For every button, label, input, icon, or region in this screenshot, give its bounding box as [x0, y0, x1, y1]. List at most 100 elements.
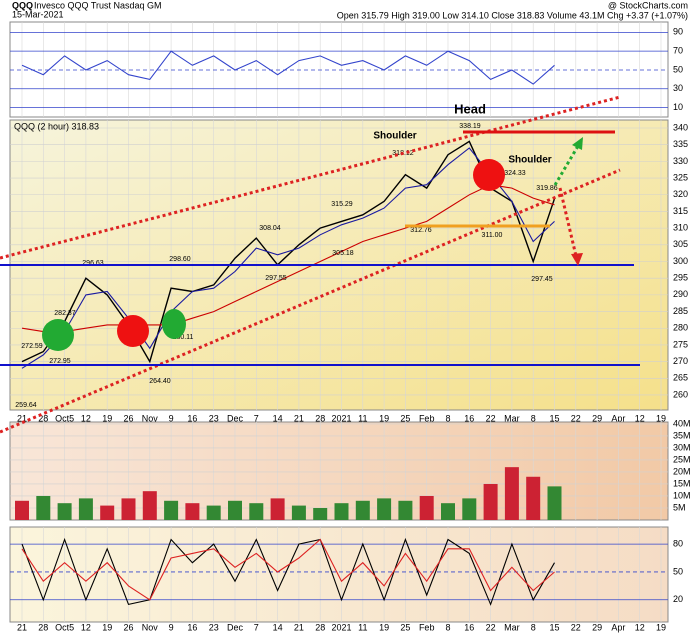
price-label: 338.19: [459, 123, 481, 130]
security-name: Invesco QQQ Trust Nasdaq GM: [34, 0, 162, 10]
x-tick-label: Feb: [419, 413, 435, 423]
bar: [228, 500, 242, 520]
series-line: [21, 140, 556, 364]
x-tick-label: Nov: [142, 622, 159, 632]
series-line: [21, 184, 555, 333]
y-tick-label: 20M: [673, 466, 691, 476]
x-tick-label: 7: [254, 413, 259, 423]
x-tick-label: 21: [17, 622, 27, 632]
price-label: 312.76: [410, 227, 432, 234]
bar: [483, 483, 498, 520]
y-tick-label: 50: [673, 64, 683, 74]
bar: [291, 505, 306, 520]
x-tick-label: 14: [273, 413, 283, 423]
x-tick-label: 8: [445, 622, 450, 632]
y-tick-label: 325: [673, 172, 688, 182]
x-tick-label: 12: [635, 622, 645, 632]
marker: [473, 159, 505, 191]
y-tick-label: 90: [673, 27, 683, 37]
x-tick-label: 15: [549, 622, 559, 632]
bar: [142, 491, 157, 520]
legend-entry: QQQ (2 hour) 318.83: [14, 121, 99, 131]
marker: [42, 319, 74, 351]
y-tick-label: 265: [673, 373, 688, 383]
y-tick-label: 335: [673, 139, 688, 149]
x-tick-label: 11: [358, 413, 367, 423]
bar: [355, 500, 370, 520]
x-tick-label: Oct5: [55, 622, 74, 632]
y-tick-label: 320: [673, 189, 688, 199]
series-line: [21, 147, 555, 369]
x-tick-label: 22: [571, 413, 581, 423]
y-tick-label: 305: [673, 239, 688, 249]
price-label: 297.55: [265, 275, 287, 282]
arrow-head: [572, 137, 583, 150]
x-tick-label: 8: [445, 413, 450, 423]
x-tick-label: Feb: [419, 622, 435, 632]
x-tick-label: 11: [358, 622, 367, 632]
x-tick-label: 16: [187, 413, 197, 423]
x-tick-label: 19: [102, 622, 112, 632]
x-tick-label: 8: [531, 622, 536, 632]
y-tick-label: 260: [673, 389, 688, 399]
price-label: 272.59: [21, 343, 43, 350]
y-tick-label: 70: [673, 46, 683, 56]
price-label: 311.00: [482, 232, 503, 239]
annotation: Shoulder: [508, 155, 551, 166]
bar: [270, 498, 285, 520]
quote: Open 315.79 High 319.00 Low 314.10 Close…: [337, 10, 688, 20]
y-tick-label: 275: [673, 339, 688, 349]
panels: 10 30 50 70 90 260 265 270 275 280 285 290 295 300 305…: [9, 21, 691, 632]
y-tick-label: 330: [673, 156, 688, 166]
x-tick-label: 22: [571, 622, 581, 632]
trendline: [0, 168, 621, 434]
x-tick-label: 8: [531, 413, 536, 423]
x-tick-label: 19: [102, 413, 112, 423]
bar: [249, 503, 264, 520]
x-tick-label: Nov: [142, 413, 159, 423]
arrow-head: [571, 253, 583, 266]
x-tick-label: Oct5: [55, 413, 74, 423]
price-label: 324.33: [504, 170, 526, 177]
x-tick-label: 15: [549, 413, 559, 423]
bar: [419, 495, 434, 520]
bar: [100, 505, 115, 520]
price-label: 282.37: [54, 310, 76, 317]
y-tick-label: 35M: [673, 430, 691, 440]
x-tick-label: 9: [169, 622, 174, 632]
x-tick-label: 29: [592, 413, 602, 423]
x-tick-label: 22: [486, 413, 496, 423]
x-tick-label: 29: [592, 622, 602, 632]
x-tick-label: Dec: [227, 413, 244, 423]
series-line: [21, 50, 555, 85]
x-tick-label: 14: [273, 622, 283, 632]
bar: [398, 500, 413, 520]
y-tick-label: 310: [673, 222, 688, 232]
x-tick-label: 23: [209, 413, 219, 423]
bar: [15, 500, 29, 520]
x-tick-label: 28: [38, 622, 48, 632]
x-tick-label: Dec: [227, 622, 244, 632]
overlay: [0, 95, 640, 434]
price-label: 280.11: [173, 334, 194, 341]
y-tick-label: 50: [673, 566, 683, 576]
x-tick-label: 21: [294, 413, 304, 423]
arrow: [553, 145, 580, 186]
y-tick-label: 300: [673, 256, 688, 266]
annotation: Head: [454, 101, 486, 116]
bar: [334, 503, 349, 520]
price-label: 305.18: [332, 250, 354, 257]
price-label: 315.29: [331, 201, 353, 208]
y-tick-label: 25M: [673, 454, 691, 464]
bar: [547, 486, 562, 520]
bar: [121, 498, 136, 520]
x-tick-label: Apr: [611, 413, 625, 423]
bar: [377, 498, 392, 520]
symbol: QQQ: [12, 0, 33, 10]
panel: [9, 526, 669, 623]
bar: [526, 476, 541, 520]
marker: [117, 315, 149, 347]
y-tick-label: 295: [673, 273, 688, 283]
y-tick-label: 10M: [673, 490, 691, 500]
x-tick-label: 2021: [331, 622, 351, 632]
